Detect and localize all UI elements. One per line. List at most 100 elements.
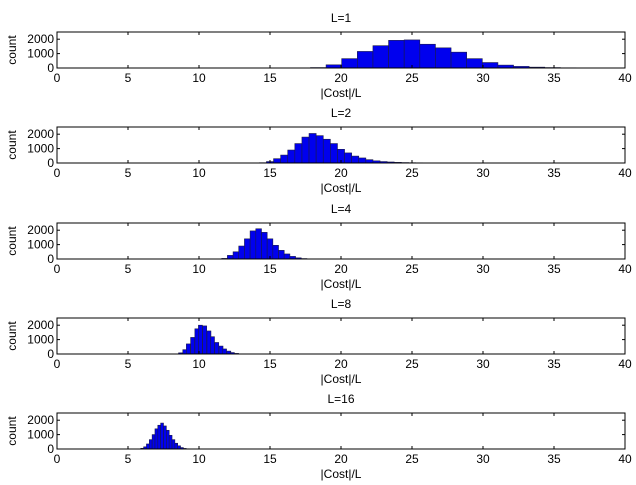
x-tick-label: 30 — [476, 262, 490, 276]
x-tick-label: 15 — [263, 452, 277, 466]
histogram-bar — [351, 155, 360, 164]
y-tick-label: 1000 — [27, 333, 54, 347]
x-tick-label: 25 — [405, 166, 419, 180]
x-tick-label: 40 — [618, 452, 632, 466]
histogram-bar — [419, 43, 436, 69]
histogram-bar — [308, 133, 317, 164]
histogram-bar — [186, 343, 191, 355]
histogram-bar — [358, 157, 367, 164]
x-tick-label: 40 — [618, 262, 632, 276]
histogram-bar — [222, 348, 227, 355]
y-tick-label: 1000 — [27, 238, 54, 252]
y-tick-label: 2000 — [27, 223, 54, 237]
subplot-title: L=2 — [331, 106, 352, 120]
x-tick-label: 15 — [263, 166, 277, 180]
x-tick-label: 25 — [405, 71, 419, 85]
x-tick-label: 20 — [334, 166, 348, 180]
histogram-bar — [294, 143, 303, 164]
histogram-bar — [278, 250, 285, 260]
histogram-bar — [301, 136, 310, 164]
y-axis-label: count — [5, 130, 19, 160]
histogram-bar — [163, 425, 167, 450]
x-tick-label: 40 — [618, 71, 632, 85]
x-tick-label: 30 — [476, 166, 490, 180]
subplot-title: L=8 — [331, 297, 352, 311]
x-tick-label: 5 — [125, 357, 132, 371]
y-tick-label: 1000 — [27, 47, 54, 61]
x-tick-label: 35 — [547, 357, 561, 371]
x-tick-label: 40 — [618, 357, 632, 371]
histogram-bar — [210, 336, 215, 355]
histogram-bar — [151, 434, 156, 450]
histogram-bar — [198, 324, 203, 355]
histogram-bar — [232, 251, 240, 260]
histogram-bar — [341, 58, 358, 69]
plot-frame — [56, 222, 626, 260]
histogram-bar — [255, 228, 262, 260]
histogram-bar — [190, 337, 195, 355]
histogram-bar — [168, 435, 173, 450]
y-tick-label: 0 — [47, 442, 54, 456]
x-tick-label: 10 — [192, 262, 206, 276]
x-tick-label: 35 — [547, 262, 561, 276]
histogram-bar — [388, 40, 405, 69]
histogram-bar — [227, 255, 234, 260]
x-tick-label: 15 — [263, 357, 277, 371]
histogram-bar — [202, 325, 207, 355]
histogram-bar — [214, 342, 220, 355]
x-tick-label: 0 — [54, 166, 61, 180]
x-tick-label: 35 — [547, 166, 561, 180]
histogram-bar — [261, 232, 268, 260]
x-tick-label: 40 — [618, 166, 632, 180]
subplot-title: L=16 — [327, 392, 354, 406]
x-tick-label: 10 — [192, 452, 206, 466]
histogram-bar — [481, 62, 499, 69]
x-axis-label: |Cost|/L — [321, 86, 362, 100]
histogram-bar — [146, 443, 150, 450]
y-tick-label: 0 — [47, 252, 54, 266]
y-tick-label: 1000 — [27, 142, 54, 156]
histogram-bar — [315, 135, 324, 164]
histogram-bar — [160, 422, 164, 450]
x-tick-label: 25 — [405, 357, 419, 371]
x-tick-label: 0 — [54, 71, 61, 85]
histogram-bar — [266, 238, 274, 260]
x-tick-label: 0 — [54, 452, 61, 466]
y-axis-label: count — [5, 35, 19, 65]
x-axis-label: |Cost|/L — [321, 467, 362, 481]
x-tick-label: 5 — [125, 71, 132, 85]
plot-frame — [56, 317, 626, 355]
histogram-bar — [280, 154, 289, 164]
x-tick-label: 20 — [334, 262, 348, 276]
y-axis-label: count — [5, 416, 19, 446]
x-tick-label: 5 — [125, 452, 132, 466]
histogram-bar — [435, 47, 452, 69]
x-tick-label: 30 — [476, 71, 490, 85]
x-tick-label: 5 — [125, 166, 132, 180]
x-tick-label: 25 — [405, 452, 419, 466]
x-tick-label: 30 — [476, 357, 490, 371]
y-axis-label: count — [5, 226, 19, 256]
x-tick-label: 15 — [263, 262, 277, 276]
x-tick-label: 10 — [192, 166, 206, 180]
x-tick-label: 5 — [125, 262, 132, 276]
x-axis-label: |Cost|/L — [321, 277, 362, 291]
histogram-bar — [450, 51, 467, 69]
y-tick-label: 2000 — [27, 127, 54, 141]
histogram-bar — [372, 45, 389, 69]
histogram-bar — [273, 158, 281, 164]
x-tick-label: 30 — [476, 452, 490, 466]
histogram-bar — [166, 429, 170, 450]
x-tick-label: 20 — [334, 452, 348, 466]
x-tick-label: 35 — [547, 71, 561, 85]
plot-frame — [56, 31, 626, 69]
histogram-bar — [149, 439, 153, 450]
y-tick-label: 2000 — [27, 32, 54, 46]
x-tick-label: 15 — [263, 71, 277, 85]
y-tick-label: 2000 — [27, 413, 54, 427]
